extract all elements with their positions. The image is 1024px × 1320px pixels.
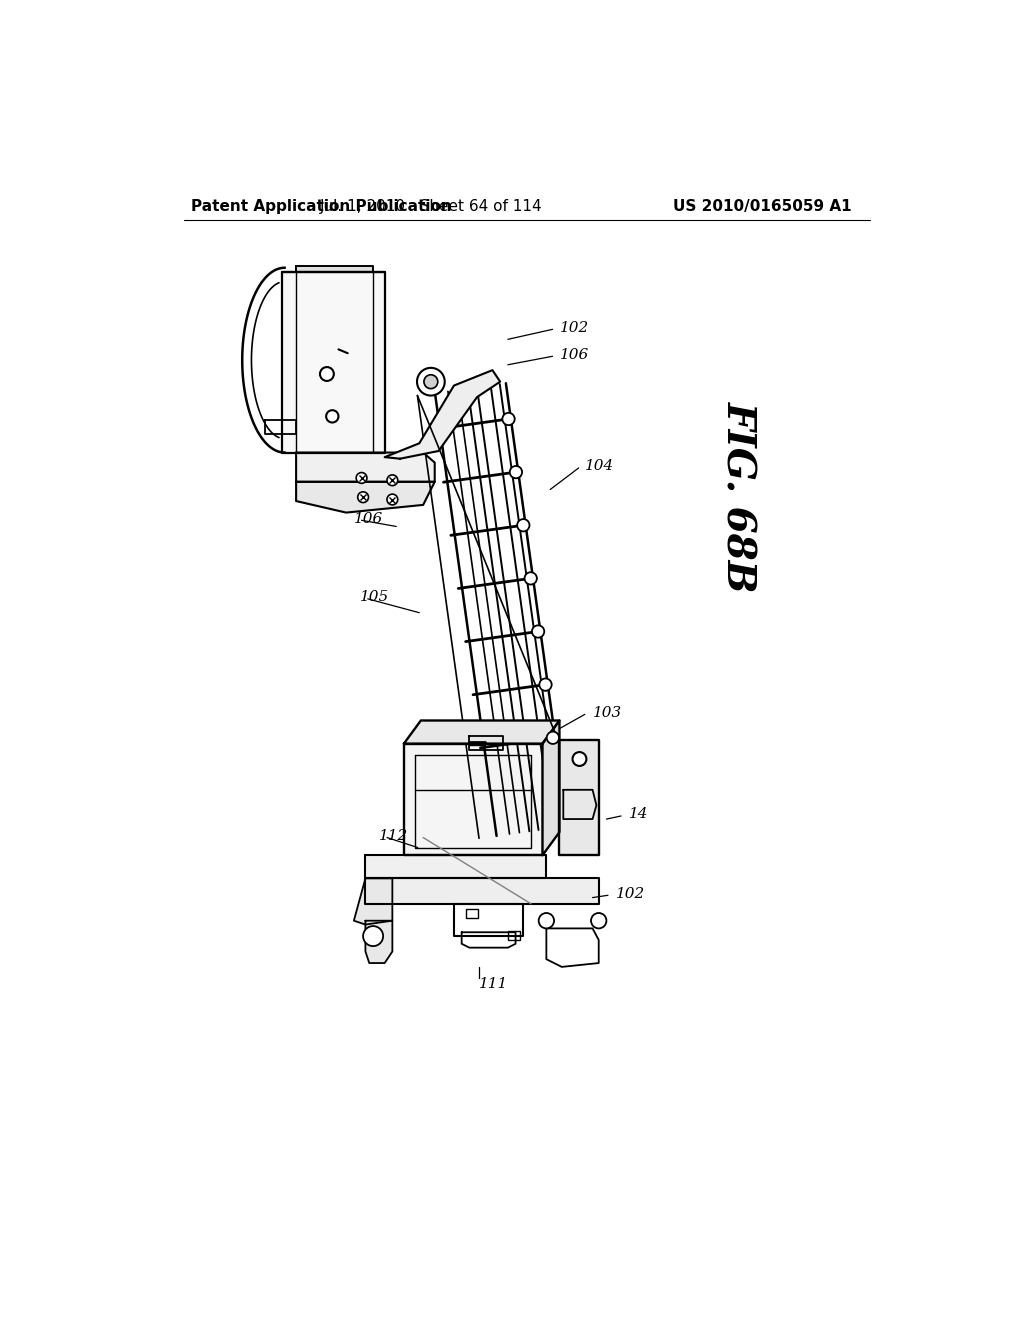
Text: 14: 14: [629, 808, 648, 821]
Polygon shape: [296, 453, 435, 482]
Polygon shape: [403, 721, 559, 743]
Circle shape: [417, 368, 444, 396]
Text: 102: 102: [615, 887, 645, 900]
Text: 104: 104: [585, 459, 614, 474]
Polygon shape: [559, 739, 599, 855]
Polygon shape: [385, 370, 500, 459]
Bar: [466, 909, 478, 919]
Circle shape: [517, 519, 529, 532]
Text: 111: 111: [478, 977, 508, 991]
Text: 103: 103: [593, 706, 622, 719]
Text: Jul. 1, 2010   Sheet 64 of 114: Jul. 1, 2010 Sheet 64 of 114: [319, 198, 542, 214]
Bar: [508, 931, 520, 940]
Polygon shape: [296, 267, 373, 272]
Polygon shape: [366, 921, 392, 964]
Polygon shape: [296, 482, 435, 512]
Polygon shape: [403, 743, 543, 855]
Circle shape: [319, 367, 334, 381]
Text: 112: 112: [379, 829, 409, 843]
Circle shape: [364, 927, 383, 946]
Polygon shape: [543, 721, 559, 855]
Bar: [571, 803, 587, 812]
Circle shape: [387, 494, 397, 506]
Polygon shape: [366, 855, 547, 878]
Circle shape: [326, 411, 339, 422]
Circle shape: [572, 752, 587, 766]
Text: 106: 106: [354, 512, 383, 525]
Text: 105: 105: [360, 590, 389, 605]
Circle shape: [547, 731, 559, 744]
Polygon shape: [354, 878, 392, 924]
Circle shape: [503, 413, 515, 425]
Circle shape: [510, 466, 522, 478]
Text: Patent Application Publication: Patent Application Publication: [190, 198, 452, 214]
Circle shape: [531, 626, 545, 638]
Text: US 2010/0165059 A1: US 2010/0165059 A1: [673, 198, 851, 214]
Circle shape: [356, 473, 367, 483]
Text: 106: 106: [560, 347, 590, 362]
Text: 102: 102: [560, 321, 590, 335]
Circle shape: [524, 572, 537, 585]
Circle shape: [357, 492, 369, 503]
Polygon shape: [563, 789, 596, 818]
Circle shape: [540, 678, 552, 690]
Circle shape: [539, 913, 554, 928]
Polygon shape: [366, 878, 599, 904]
Circle shape: [424, 375, 438, 388]
Circle shape: [591, 913, 606, 928]
Circle shape: [387, 475, 397, 486]
Polygon shape: [283, 272, 385, 453]
Text: FIG. 68B: FIG. 68B: [720, 401, 758, 593]
